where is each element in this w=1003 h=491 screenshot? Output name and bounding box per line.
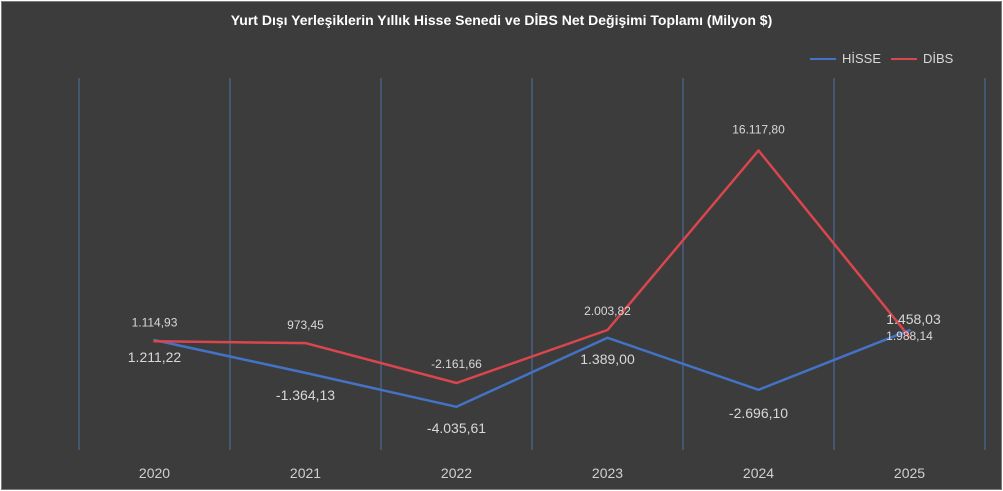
data-label-dibs-2020: 1.114,93 (132, 315, 178, 329)
data-label-hisse-2020: 1.211,22 (128, 349, 182, 365)
data-label-dibs-2024: 16.117,80 (732, 123, 785, 137)
x-tick-label-2024: 2024 (743, 465, 774, 481)
chart-title: Yurt Dışı Yerleşiklerin Yıllık Hisse Sen… (230, 12, 773, 28)
x-tick-label-2023: 2023 (592, 465, 623, 481)
data-label-dibs-2023: 2.003,82 (584, 304, 631, 318)
data-label-dibs-2022: -2.161,66 (431, 357, 482, 371)
x-tick-label-2022: 2022 (441, 465, 472, 481)
legend-item-dibs: DİBS (891, 51, 953, 66)
data-label-hisse-2025: 1.988,14 (886, 329, 933, 343)
legend-item-hisse: HİSSE (810, 51, 881, 66)
data-label-hisse-2021: -1.364,13 (276, 387, 335, 403)
data-label-hisse-2024: -2.696,10 (729, 405, 788, 421)
legend-swatch-dibs (891, 57, 918, 60)
series-line-dibs (153, 149, 911, 385)
x-tick-label-2021: 2021 (290, 465, 321, 481)
data-label-hisse-2023: 1.389,00 (580, 351, 635, 367)
legend-label-dibs: DİBS (923, 51, 954, 66)
legend-label-hisse: HİSSE (842, 51, 882, 66)
series-line-hisse (153, 328, 911, 409)
data-label-hisse-2022: -4.035,61 (427, 420, 486, 436)
data-label-dibs-2021: 973,45 (287, 318, 324, 332)
x-tick-label-2020: 2020 (139, 465, 170, 481)
chart-legend: HİSSE DİBS (810, 51, 957, 66)
x-tick-label-2025: 2025 (894, 465, 925, 481)
data-label-dibs-2025: 1.458,03 (886, 311, 941, 327)
legend-swatch-hisse (810, 57, 836, 60)
